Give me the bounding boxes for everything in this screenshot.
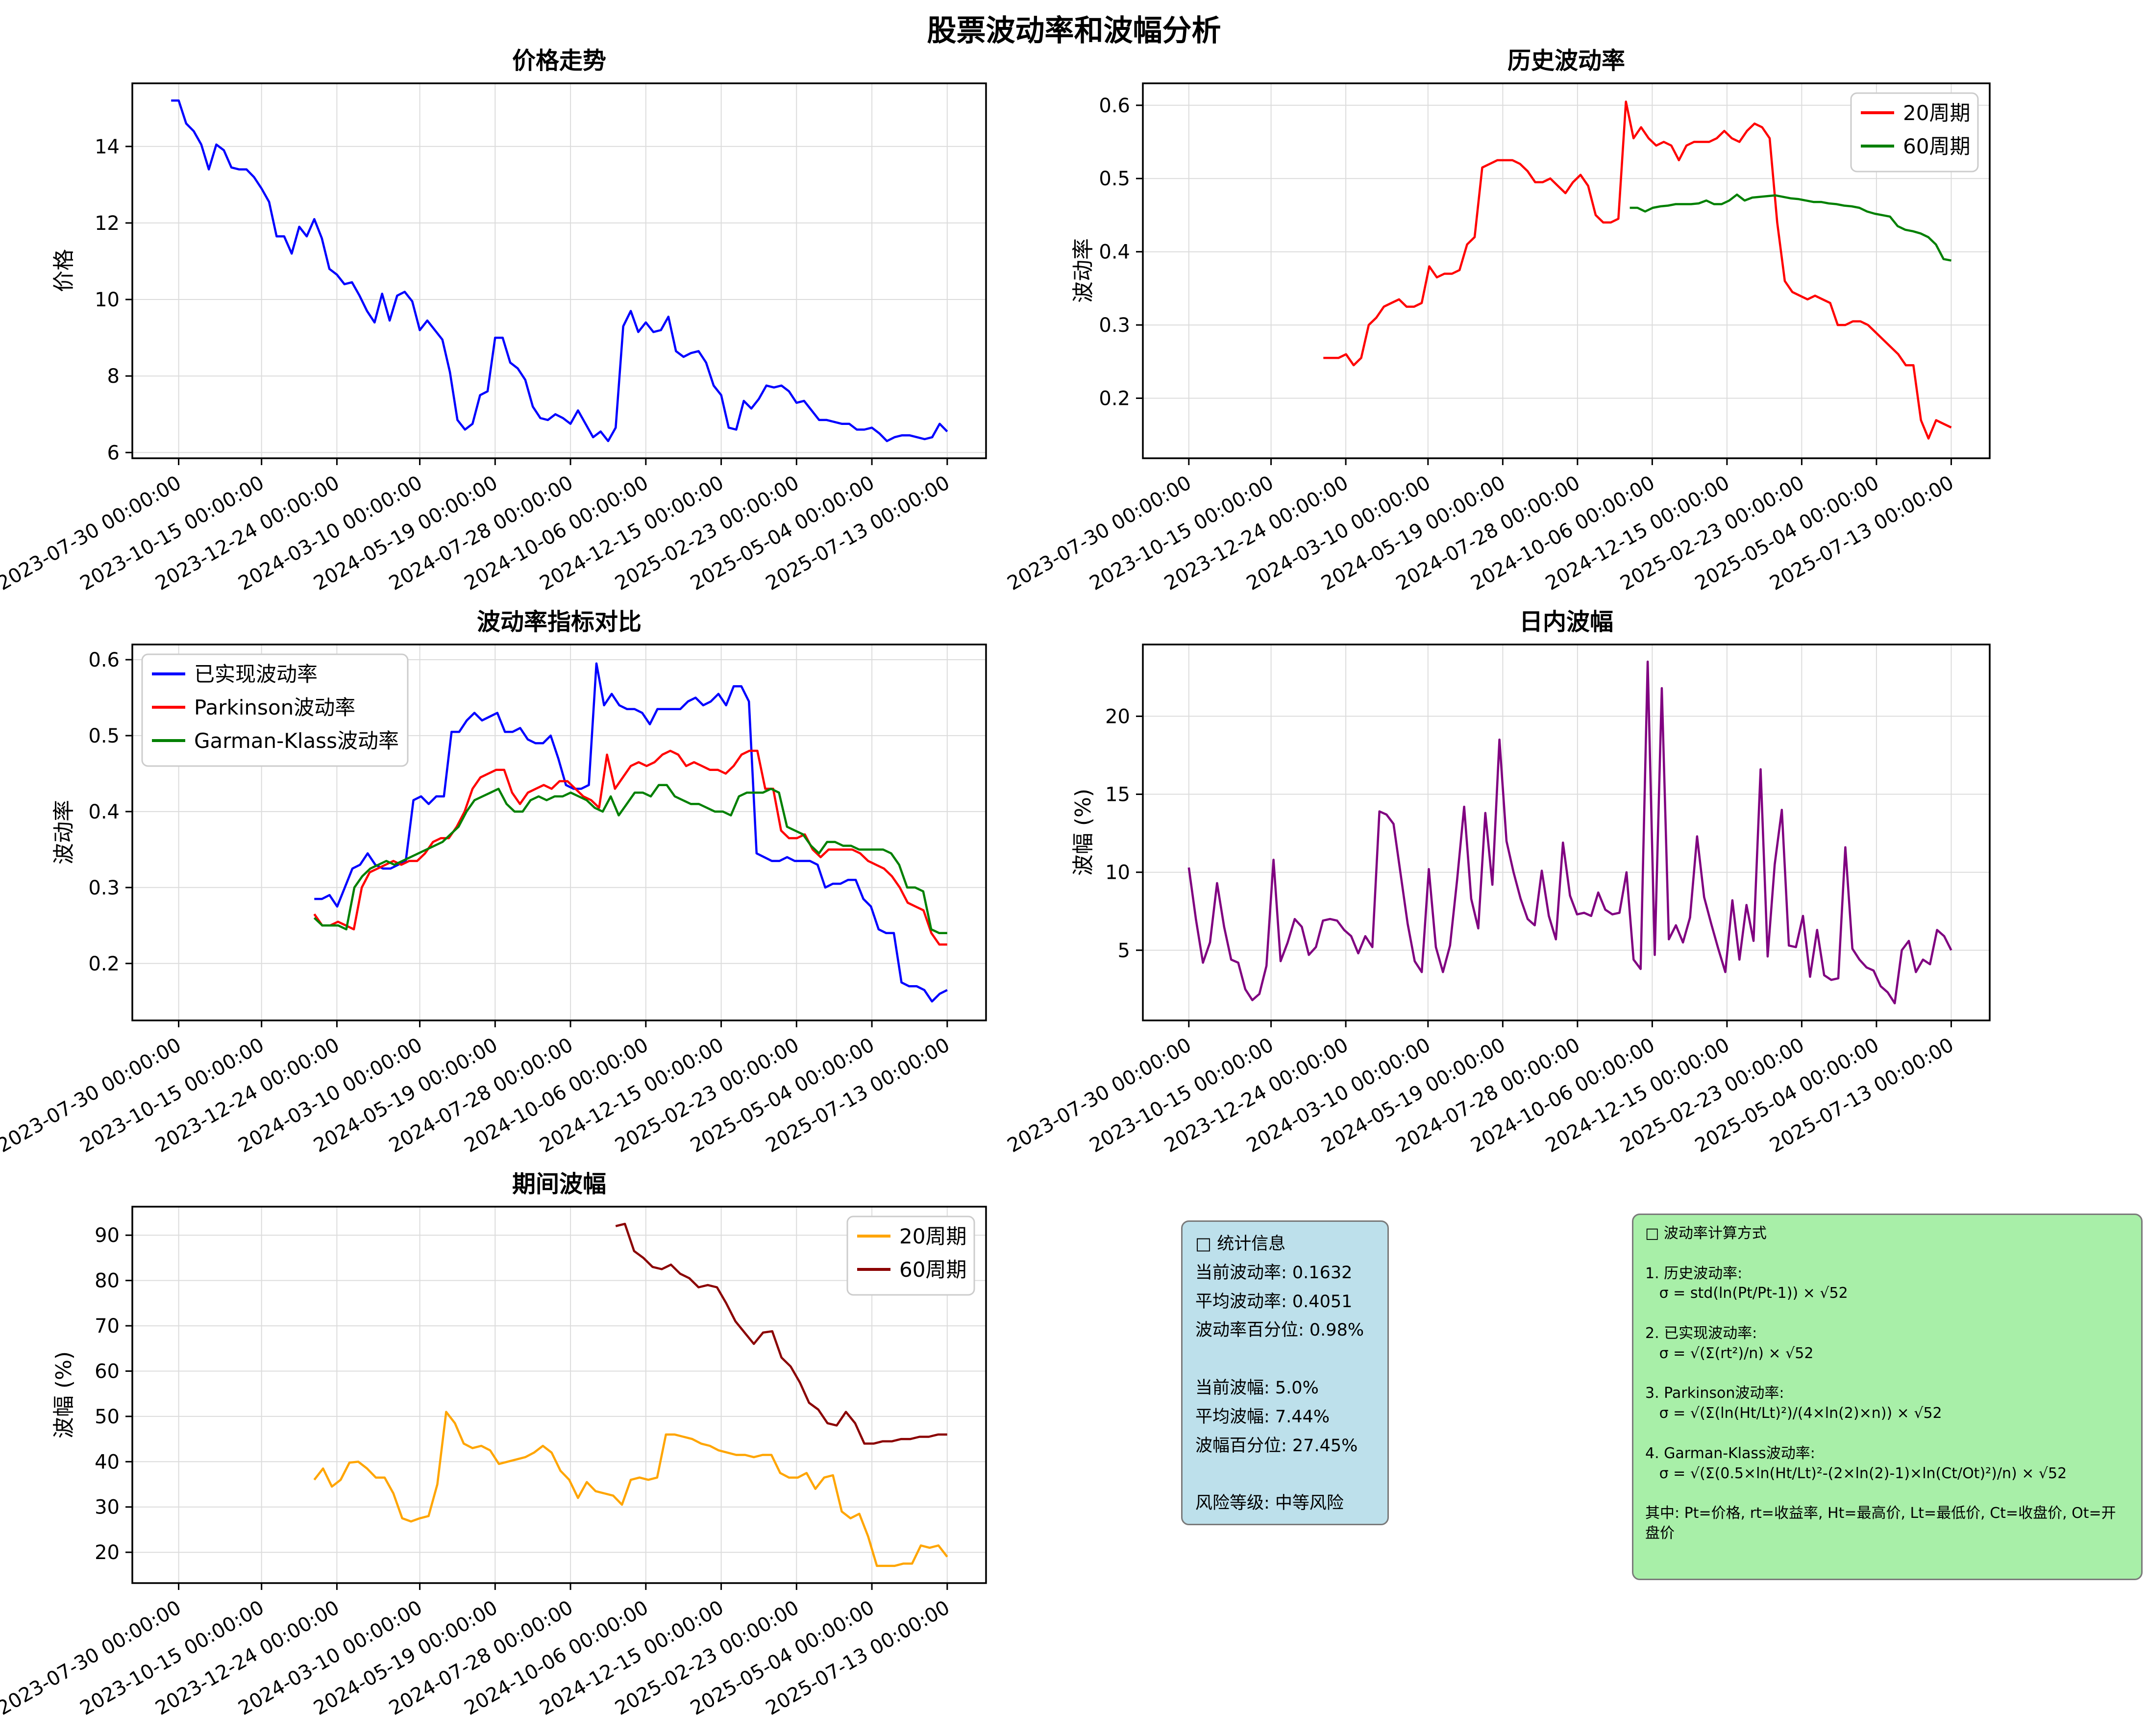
svg-text:0.2: 0.2 <box>1099 387 1130 410</box>
svg-text:20周期: 20周期 <box>899 1224 966 1248</box>
historical-volatility-series <box>1630 193 1951 262</box>
period-amplitude-series <box>615 1222 947 1445</box>
svg-text:8: 8 <box>107 365 120 388</box>
svg-text:20周期: 20周期 <box>1903 101 1970 125</box>
volatility-comparison-series <box>314 662 948 1003</box>
svg-text:90: 90 <box>95 1224 120 1247</box>
volatility-comparison-series <box>313 784 947 935</box>
svg-text:20: 20 <box>95 1541 120 1564</box>
price-trend-series <box>171 99 948 443</box>
svg-text:10: 10 <box>1105 862 1130 884</box>
volatility-comparison-title: 波动率指标对比 <box>476 608 642 636</box>
svg-text:0.4: 0.4 <box>88 801 120 823</box>
svg-text:80: 80 <box>95 1270 120 1292</box>
svg-text:已实现波动率: 已实现波动率 <box>194 662 318 686</box>
svg-text:10: 10 <box>95 289 120 311</box>
svg-text:40: 40 <box>95 1451 120 1473</box>
svg-text:15: 15 <box>1105 784 1130 806</box>
volatility-comparison-legend <box>141 653 409 767</box>
svg-text:14: 14 <box>95 136 120 158</box>
svg-text:70: 70 <box>95 1315 120 1338</box>
svg-text:0.3: 0.3 <box>88 877 120 899</box>
svg-text:50: 50 <box>95 1406 120 1428</box>
period-amplitude-title: 期间波幅 <box>512 1170 607 1198</box>
figure-title: 股票波动率和波幅分析 <box>927 14 1221 48</box>
volatility-comparison-series <box>313 749 947 946</box>
svg-text:0.6: 0.6 <box>88 649 120 671</box>
intraday-amplitude-series <box>1187 660 1952 1005</box>
svg-text:20: 20 <box>1105 705 1130 728</box>
historical-volatility-title: 历史波动率 <box>1507 47 1626 74</box>
svg-text:0.6: 0.6 <box>1099 95 1130 117</box>
stats-info-box: □ 统计信息 当前波动率: 0.1632 平均波动率: 0.4051 波动率百分… <box>1181 1220 1389 1525</box>
svg-text:30: 30 <box>95 1496 120 1519</box>
svg-text:60周期: 60周期 <box>1903 134 1970 158</box>
svg-text:0.5: 0.5 <box>88 725 120 747</box>
svg-text:Garman-Klass波动率: Garman-Klass波动率 <box>194 729 399 753</box>
svg-text:6: 6 <box>107 442 120 464</box>
svg-text:5: 5 <box>1118 940 1130 962</box>
price-trend-title: 价格走势 <box>512 47 607 74</box>
historical-volatility-series <box>1323 100 1952 440</box>
formula-info-box: □ 波动率计算方式 1. 历史波动率: σ = std(ln(Pt/Pt-1))… <box>1632 1214 2143 1580</box>
svg-text:60周期: 60周期 <box>899 1258 966 1282</box>
intraday-amplitude-title: 日内波幅 <box>1519 608 1614 636</box>
svg-text:0.5: 0.5 <box>1099 168 1130 190</box>
svg-text:0.4: 0.4 <box>1099 241 1130 264</box>
period-amplitude-series <box>313 1411 948 1567</box>
svg-text:60: 60 <box>95 1360 120 1383</box>
svg-text:0.2: 0.2 <box>88 953 120 975</box>
svg-text:0.3: 0.3 <box>1099 314 1130 337</box>
svg-text:Parkinson波动率: Parkinson波动率 <box>194 695 355 719</box>
svg-text:12: 12 <box>95 212 120 235</box>
